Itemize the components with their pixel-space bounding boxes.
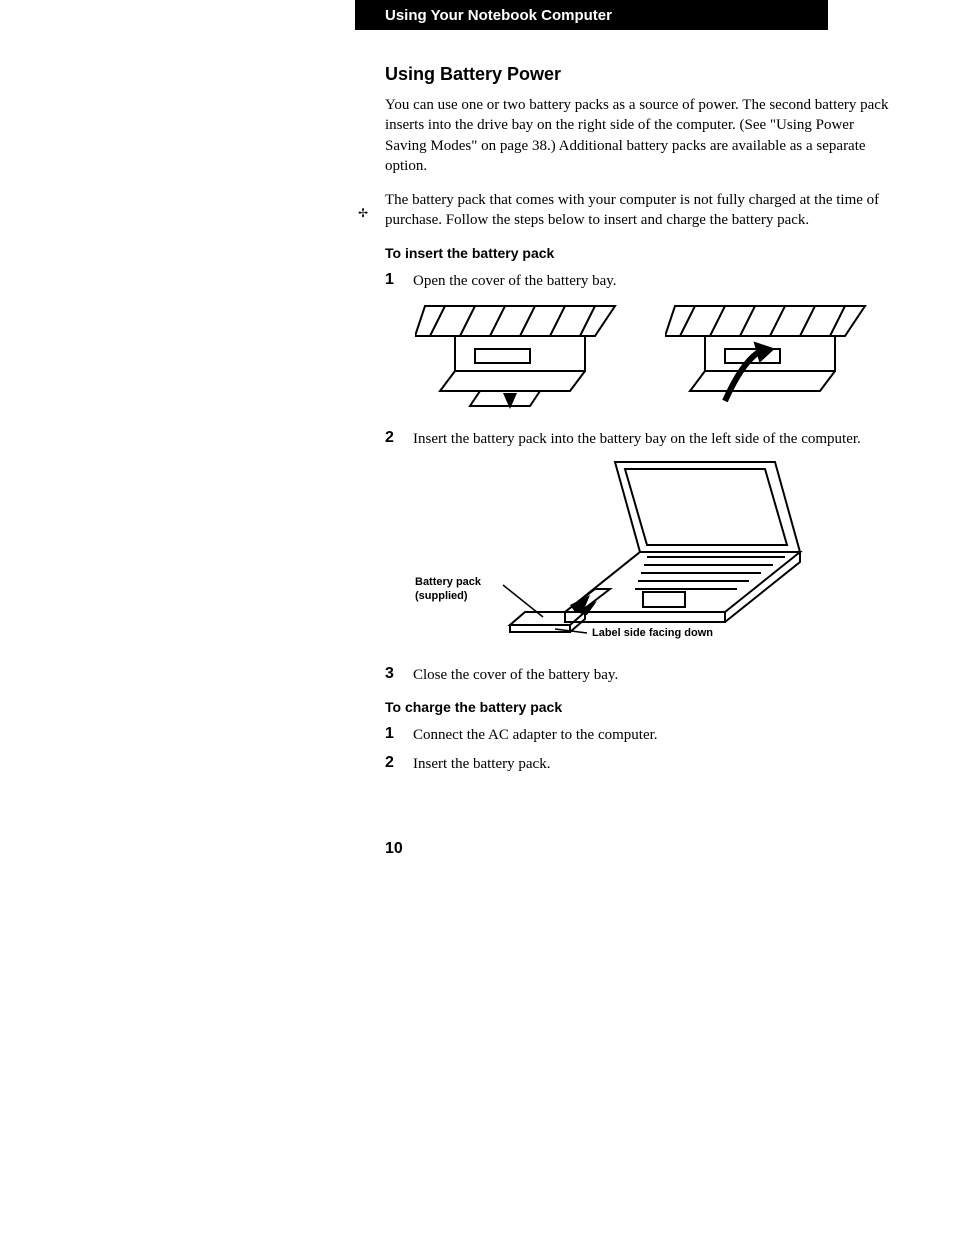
charge-step-2: 2 Insert the battery pack. bbox=[385, 754, 895, 774]
callout-label-down: Label side facing down bbox=[592, 627, 713, 639]
insert-heading: To insert the battery pack bbox=[385, 245, 895, 261]
chapter-title: Using Your Notebook Computer bbox=[385, 7, 612, 24]
figure-open-cover-down bbox=[415, 301, 625, 411]
step-number: 2 bbox=[385, 754, 413, 772]
step-text: Open the cover of the battery bay. bbox=[413, 271, 895, 291]
content-area: Using Battery Power You can use one or t… bbox=[385, 64, 895, 782]
step-number: 1 bbox=[385, 271, 413, 289]
document-page: Using Your Notebook Computer ✢ Using Bat… bbox=[0, 0, 954, 1233]
callout-battery-pack: Battery pack (supplied) bbox=[415, 575, 505, 604]
figure-row-bay bbox=[415, 301, 895, 411]
header-decoration bbox=[810, 0, 828, 30]
page-number: 10 bbox=[385, 840, 403, 858]
charge-step-1: 1 Connect the AC adapter to the computer… bbox=[385, 725, 895, 745]
step-text: Insert the battery pack. bbox=[413, 754, 895, 774]
figure-laptop-insert: Battery pack (supplied) Label side facin… bbox=[415, 457, 845, 647]
step-number: 1 bbox=[385, 725, 413, 743]
insert-step-1: 1 Open the cover of the battery bay. bbox=[385, 271, 895, 291]
step-text: Close the cover of the battery bay. bbox=[413, 665, 895, 685]
section-title: Using Battery Power bbox=[385, 64, 895, 85]
charge-heading: To charge the battery pack bbox=[385, 699, 895, 715]
step-text: Connect the AC adapter to the computer. bbox=[413, 725, 895, 745]
step-number: 3 bbox=[385, 665, 413, 683]
insert-step-2: 2 Insert the battery pack into the batte… bbox=[385, 429, 895, 449]
intro-paragraph-1: You can use one or two battery packs as … bbox=[385, 95, 895, 176]
chapter-header-bar: Using Your Notebook Computer bbox=[355, 0, 810, 30]
step-number: 2 bbox=[385, 429, 413, 447]
step-text: Insert the battery pack into the battery… bbox=[413, 429, 895, 449]
insert-step-3: 3 Close the cover of the battery bay. bbox=[385, 665, 895, 685]
intro-paragraph-2: The battery pack that comes with your co… bbox=[385, 190, 895, 231]
margin-mark: ✢ bbox=[358, 206, 368, 221]
figure-open-cover-up bbox=[665, 301, 875, 411]
